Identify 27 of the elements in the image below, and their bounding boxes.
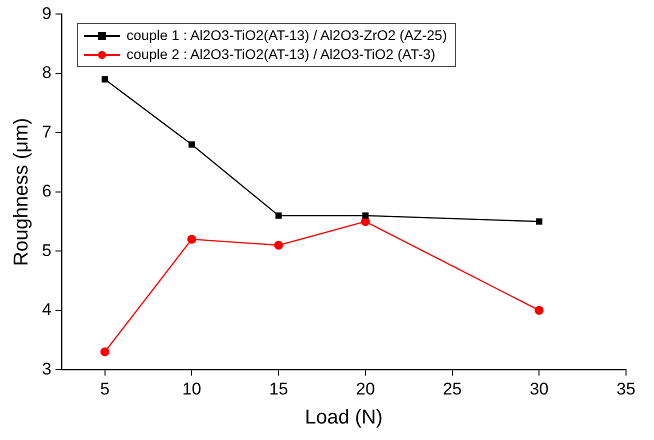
point bbox=[102, 76, 108, 83]
point bbox=[274, 240, 284, 250]
point bbox=[275, 212, 282, 219]
legend-label: couple 2 : Al2O3-TiO2(AT-13) / Al2O3-TiO2 (AT-3) bbox=[126, 45, 436, 64]
x-tick-label: 30 bbox=[530, 379, 549, 398]
point bbox=[187, 234, 196, 244]
x-tick-label: 10 bbox=[182, 379, 202, 398]
point bbox=[100, 347, 110, 356]
x-axis-title: Load (N) bbox=[304, 406, 383, 429]
legend-label: couple 1 : Al2O3-TiO2(AT-13) / Al2O3-ZrO2 (AZ-25) bbox=[126, 26, 448, 46]
y-tick-label: 5 bbox=[42, 240, 52, 260]
x-tick-label: 25 bbox=[442, 379, 462, 398]
point bbox=[362, 212, 369, 219]
y-tick-label: 9 bbox=[42, 4, 52, 23]
x-tick-label: 35 bbox=[616, 379, 636, 398]
x-tick-label: 5 bbox=[100, 379, 110, 398]
y-tick-label: 8 bbox=[42, 63, 52, 82]
y-tick-label: 4 bbox=[42, 300, 52, 320]
y-tick-label: 3 bbox=[42, 359, 52, 378]
x-tick-label: 20 bbox=[356, 379, 375, 398]
point bbox=[534, 306, 544, 315]
point bbox=[536, 218, 542, 225]
x-tick-label: 15 bbox=[269, 379, 288, 398]
y-tick-label: 7 bbox=[42, 122, 52, 142]
y-tick-label: 6 bbox=[42, 182, 52, 201]
point bbox=[188, 141, 195, 148]
y-axis-title: Roughness (μm) bbox=[10, 118, 33, 266]
